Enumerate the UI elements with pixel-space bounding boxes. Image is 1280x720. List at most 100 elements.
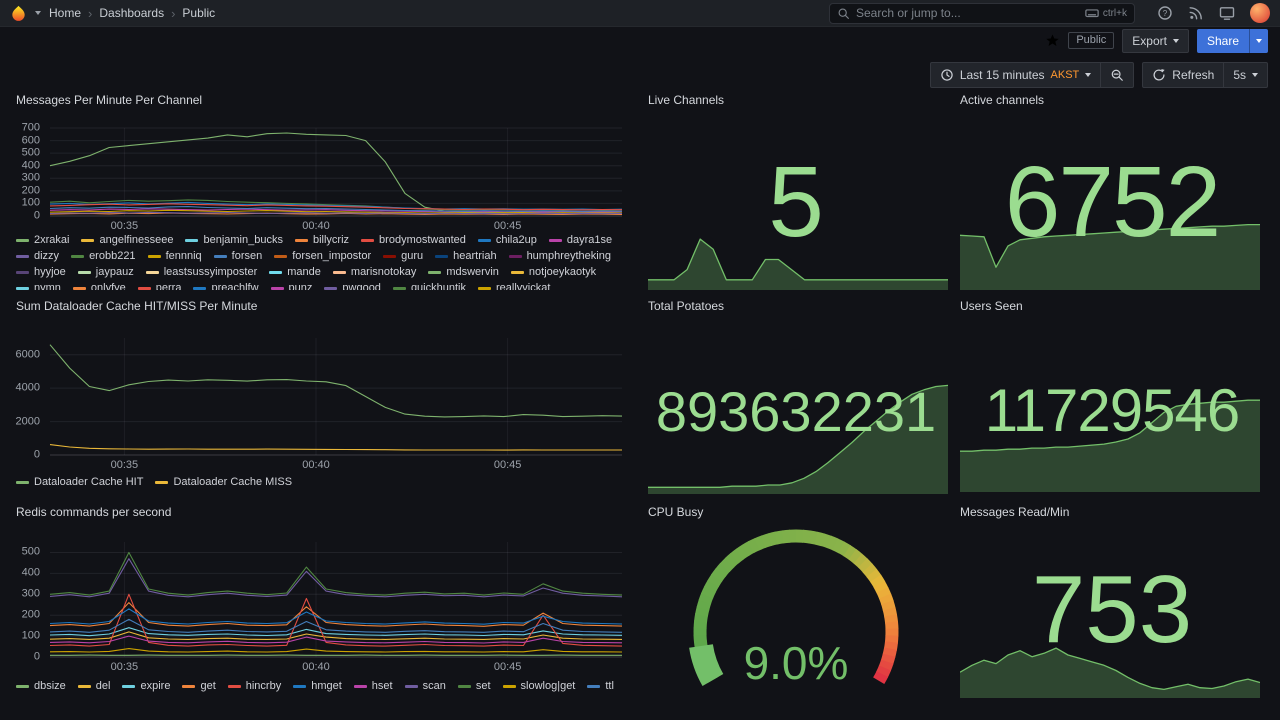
legend-swatch	[404, 684, 418, 688]
y-tick-label: 300	[21, 171, 40, 184]
legend-item[interactable]: dayra1se	[548, 234, 612, 246]
legend-item[interactable]: forsen	[213, 250, 262, 262]
y-tick-label: 4000	[15, 381, 40, 394]
share-menu-button[interactable]	[1249, 28, 1268, 53]
legend-swatch	[324, 286, 338, 290]
time-series-chart[interactable]: 0 2000 4000 6000 00:35 00:40 00:45	[15, 338, 623, 471]
time-series-chart[interactable]: 0 100 200 300 400 500 00:35 00:40 00:45	[16, 542, 623, 673]
chevron-down-icon[interactable]	[35, 11, 41, 15]
legend-item[interactable]: dizzy	[16, 250, 59, 262]
legend-item[interactable]: guru	[383, 250, 423, 262]
legend-item[interactable]: heartriah	[435, 250, 497, 262]
series-line	[49, 631, 623, 640]
legend-item[interactable]: hset	[353, 680, 393, 692]
series-line	[49, 618, 623, 633]
panel-title[interactable]: Users Seen	[960, 299, 1023, 313]
nav-icons: ?	[1157, 3, 1270, 23]
legend-item[interactable]: preachlfw	[193, 282, 259, 290]
public-badge[interactable]: Public	[1068, 32, 1115, 49]
legend-item[interactable]: expire	[122, 680, 170, 692]
panel-title[interactable]: Sum Dataloader Cache HIT/MISS Per Minute	[16, 299, 258, 313]
legend-item[interactable]: set	[457, 680, 491, 692]
legend-item[interactable]: chila2up	[477, 234, 537, 246]
panel-title[interactable]: Messages Read/Min	[960, 505, 1070, 519]
legend-item[interactable]: erobb221	[71, 250, 136, 262]
legend-item[interactable]: quickhuntik	[392, 282, 466, 290]
avatar[interactable]	[1250, 3, 1270, 23]
legend-item[interactable]: hmget	[293, 680, 342, 692]
legend-item[interactable]: Dataloader Cache HIT	[16, 476, 143, 488]
legend-item[interactable]: perra	[137, 282, 181, 290]
monitor-icon[interactable]	[1219, 5, 1235, 21]
y-tick-label: 400	[21, 159, 40, 172]
plot-area[interactable]	[49, 542, 623, 658]
legend-item[interactable]: brodymostwanted	[361, 234, 466, 246]
grafana-logo-icon[interactable]	[10, 5, 27, 22]
legend-item[interactable]: scan	[404, 680, 446, 692]
legend-item[interactable]: billycriz	[294, 234, 349, 246]
refresh-button[interactable]: Refresh	[1142, 62, 1225, 88]
share-button[interactable]: Share	[1196, 28, 1249, 53]
time-controls: Last 15 minutes AKST	[929, 62, 1135, 88]
panel-messages-read-min: Messages Read/Min 753	[952, 500, 1272, 704]
series-line	[49, 344, 623, 418]
legend-item[interactable]: pwgood	[324, 282, 381, 290]
plot-area[interactable]	[49, 127, 623, 217]
x-tick-label: 00:40	[302, 661, 330, 673]
timezone-label: AKST	[1050, 69, 1080, 81]
legend-swatch	[353, 684, 367, 688]
legend-item[interactable]: punz	[270, 282, 312, 290]
panel-title[interactable]: Active channels	[960, 93, 1045, 107]
legend-item[interactable]: mande	[269, 266, 321, 278]
plot-area[interactable]	[49, 338, 623, 456]
search-input[interactable]: Search or jump to... ctrl+k	[829, 2, 1135, 24]
legend-item[interactable]: 2xrakai	[16, 234, 69, 246]
legend-item[interactable]: mdswervin	[428, 266, 499, 278]
y-tick-label: 200	[21, 184, 40, 197]
panel-title[interactable]: Live Channels	[648, 93, 725, 107]
breadcrumb-item[interactable]: Public	[182, 6, 216, 20]
legend-item[interactable]: slowlog|get	[502, 680, 575, 692]
legend-item[interactable]: hyyjoe	[16, 266, 66, 278]
x-tick-label: 00:40	[302, 459, 330, 471]
legend-item[interactable]: angelfinesseee	[81, 234, 173, 246]
help-icon[interactable]: ?	[1157, 5, 1173, 21]
legend-item[interactable]: Dataloader Cache MISS	[155, 476, 292, 488]
export-button[interactable]: Export	[1122, 28, 1189, 53]
panel-title[interactable]: CPU Busy	[648, 505, 704, 519]
legend-item[interactable]: ttl	[587, 680, 614, 692]
legend-item[interactable]: fennniq	[147, 250, 202, 262]
panel-title[interactable]: Redis commands per second	[16, 505, 172, 519]
time-series-chart[interactable]: 0 100 200 300 400 500 600 700 00:35 00:40 00:45	[16, 122, 623, 232]
legend-swatch	[392, 286, 406, 290]
panel-title[interactable]: Total Potatoes	[648, 299, 725, 313]
panel-title[interactable]: Messages Per Minute Per Channel	[16, 93, 203, 107]
legend-item[interactable]: forsen_impostor	[274, 250, 371, 262]
star-button[interactable]	[1045, 33, 1060, 48]
search-placeholder: Search or jump to...	[856, 6, 961, 20]
legend-item[interactable]: notjoeykaotyk	[510, 266, 596, 278]
legend-item[interactable]: hincrby	[227, 680, 281, 692]
breadcrumb-item[interactable]: Home	[49, 6, 82, 20]
legend-item[interactable]: humphreytheking	[508, 250, 611, 262]
legend-item[interactable]: marisnotokay	[332, 266, 416, 278]
y-tick-label: 0	[33, 448, 40, 461]
time-range-picker[interactable]: Last 15 minutes AKST	[929, 62, 1102, 88]
legend-item[interactable]: jaypauz	[77, 266, 134, 278]
series-line	[49, 627, 623, 637]
legend-item[interactable]: dbsize	[16, 680, 66, 692]
breadcrumb-item[interactable]: Dashboards	[99, 6, 165, 20]
refresh-interval-picker[interactable]: 5s	[1223, 62, 1268, 88]
rss-icon[interactable]	[1188, 5, 1204, 21]
legend-swatch	[269, 270, 283, 274]
legend-item[interactable]: onlyfye	[72, 282, 126, 290]
legend-swatch	[428, 270, 442, 274]
legend-item[interactable]: get	[182, 680, 216, 692]
legend: dbsize del expire get hincrby hmget hset scan se…	[16, 680, 624, 696]
legend-item[interactable]: leastsussyimposter	[145, 266, 257, 278]
legend-item[interactable]: reallyvickat	[477, 282, 550, 290]
legend-item[interactable]: benjamin_bucks	[185, 234, 283, 246]
legend-item[interactable]: del	[77, 680, 110, 692]
legend-item[interactable]: nymn	[16, 282, 61, 290]
zoom-out-button[interactable]	[1100, 62, 1135, 88]
